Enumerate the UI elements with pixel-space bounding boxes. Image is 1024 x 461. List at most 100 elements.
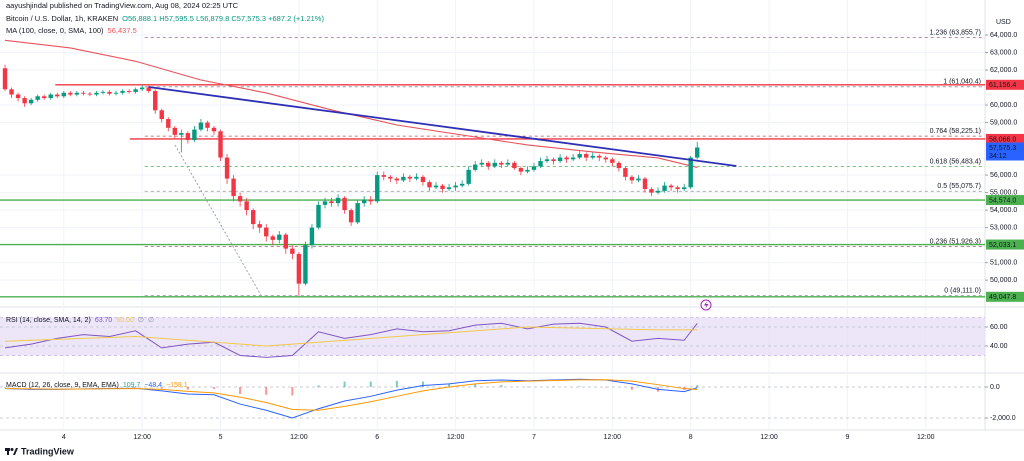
candle-body: [166, 119, 171, 128]
candle-body: [159, 110, 164, 120]
candle-body: [531, 166, 537, 170]
candle-body: [675, 187, 680, 190]
histogram-bar: [395, 380, 398, 388]
candle-body: [401, 176, 406, 181]
price-label: 54,574.0: [989, 197, 1016, 204]
logo-part: [13, 448, 18, 455]
candle-body: [264, 227, 269, 237]
indicator-label: RSI (14, close, SMA, 14, 2): [6, 317, 91, 324]
candle-body: [35, 96, 40, 100]
histogram-bar: [160, 387, 163, 389]
candle-body: [388, 176, 393, 179]
candle-body: [518, 168, 524, 172]
candle-body: [28, 99, 34, 104]
legend-value: 109.7: [123, 382, 141, 389]
candle-body: [42, 96, 47, 99]
author-line: aayushjindal published on TradingView.co…: [6, 1, 239, 10]
fib-label: 0.764 (58,225.1): [930, 128, 981, 135]
candle-body: [2, 68, 8, 90]
logo-part: [10, 448, 14, 451]
legend-value: −158.1: [166, 382, 188, 389]
symbol: Bitcoin / U.S. Dollar, 1h, KRAKEN: [6, 14, 118, 23]
candle-body: [584, 154, 589, 158]
candle-body: [629, 176, 635, 181]
candle-body: [9, 89, 14, 95]
indicator-line: [5, 326, 698, 347]
ma-value: 56,437.5: [108, 26, 137, 35]
histogram-bar: [265, 387, 268, 395]
histogram-bar: [291, 387, 294, 396]
plot-layers: 4 12:00 5 12:00 6 12:00 7 12:00 8 12:00 9 12:00 64,0…: [0, 0, 1024, 441]
candle-body: [322, 201, 328, 205]
price-label-box: [986, 239, 1024, 250]
x-tick-label: 12:00: [290, 434, 308, 441]
y-tick-label: 63,000.0: [990, 49, 1017, 56]
candle-body: [551, 159, 556, 162]
candle-body: [655, 190, 661, 193]
x-tick-label: 6: [375, 434, 379, 441]
candle-body: [642, 178, 648, 190]
y-tick-label: 51,000.0: [990, 259, 1017, 266]
candle-body: [198, 122, 204, 130]
candle-body: [688, 157, 693, 188]
y-tick-label: 62,000.0: [990, 67, 1017, 74]
candle-body: [525, 169, 530, 172]
candle-body: [446, 187, 452, 190]
candle-body: [695, 147, 700, 158]
histogram-bar: [108, 386, 111, 388]
candle-body: [211, 127, 217, 132]
legend-value: ∅: [138, 317, 144, 324]
candle-body: [224, 157, 230, 179]
histogram-bar: [630, 387, 633, 390]
candle-body: [512, 162, 517, 169]
candle-body: [277, 234, 282, 240]
candle-body: [179, 133, 184, 135]
x-tick-label: 12:00: [133, 434, 151, 441]
candle-body: [55, 94, 60, 97]
candle-body: [87, 93, 93, 95]
x-tick-label: 12:00: [604, 434, 622, 441]
candle-body: [355, 203, 360, 223]
candle-body: [453, 185, 458, 188]
candle-body: [316, 204, 321, 228]
candle-body: [74, 92, 80, 95]
candle-body: [557, 157, 563, 162]
x-tick-label: 12:00: [760, 434, 778, 441]
fib-label: 0.5 (55,075.7): [937, 183, 981, 190]
histogram-bar: [239, 387, 242, 394]
histogram-bar: [604, 387, 607, 388]
candle-body: [120, 91, 125, 93]
candle-body: [636, 178, 641, 181]
histogram-bar: [500, 385, 503, 388]
candle-body: [100, 91, 106, 93]
fib-label: 1.236 (63,855.7): [930, 29, 981, 36]
candle-body: [375, 175, 380, 202]
histogram-bar: [134, 386, 137, 388]
moving-average: [4, 39, 698, 168]
candle-body: [270, 236, 275, 240]
candle-body: [381, 175, 386, 177]
candle-body: [623, 168, 628, 177]
price-label: 61,156.4: [989, 82, 1016, 89]
event-icon-bolt: [704, 301, 709, 309]
candle-body: [113, 92, 119, 94]
candle-body: [153, 91, 158, 111]
candle-body: [126, 91, 132, 92]
candle-body: [94, 92, 99, 95]
candle-body: [466, 169, 471, 184]
candle-body: [68, 92, 73, 95]
price-label: 58,066.0: [989, 136, 1016, 143]
x-tick-label: 12:00: [447, 434, 465, 441]
candle-body: [250, 210, 256, 225]
histogram-bar: [186, 387, 189, 390]
histogram-bar: [82, 386, 85, 388]
candle-body: [335, 197, 341, 204]
y-tick-label: -2,000.0: [990, 415, 1016, 422]
logo-part: [7, 448, 9, 455]
candle-body: [577, 154, 582, 158]
candle-body: [348, 210, 354, 223]
candle-body: [133, 89, 138, 92]
candle-body: [407, 176, 413, 179]
legend-value: ∅: [148, 317, 154, 324]
candle-body: [283, 234, 289, 249]
